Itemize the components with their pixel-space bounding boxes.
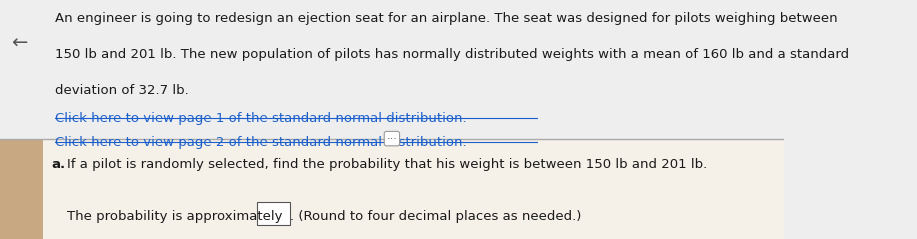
Text: Click here to view page 1 of the standard normal distribution.: Click here to view page 1 of the standar…: [55, 112, 467, 125]
FancyBboxPatch shape: [0, 0, 784, 139]
Text: If a pilot is randomly selected, find the probability that his weight is between: If a pilot is randomly selected, find th…: [67, 158, 707, 171]
FancyBboxPatch shape: [257, 202, 290, 225]
Text: The probability is approximately: The probability is approximately: [67, 210, 282, 223]
Text: deviation of 32.7 lb.: deviation of 32.7 lb.: [55, 84, 189, 97]
Text: Click here to view page 2 of the standard normal distribution.: Click here to view page 2 of the standar…: [55, 136, 467, 149]
Text: . (Round to four decimal places as needed.): . (Round to four decimal places as neede…: [290, 210, 581, 223]
Text: ←: ←: [11, 33, 28, 53]
Text: a.: a.: [51, 158, 65, 171]
FancyBboxPatch shape: [0, 139, 43, 239]
FancyBboxPatch shape: [0, 139, 784, 239]
Text: An engineer is going to redesign an ejection seat for an airplane. The seat was : An engineer is going to redesign an ejec…: [55, 12, 837, 25]
Text: 150 lb and 201 lb. The new population of pilots has normally distributed weights: 150 lb and 201 lb. The new population of…: [55, 48, 849, 61]
Text: ···: ···: [386, 134, 397, 144]
